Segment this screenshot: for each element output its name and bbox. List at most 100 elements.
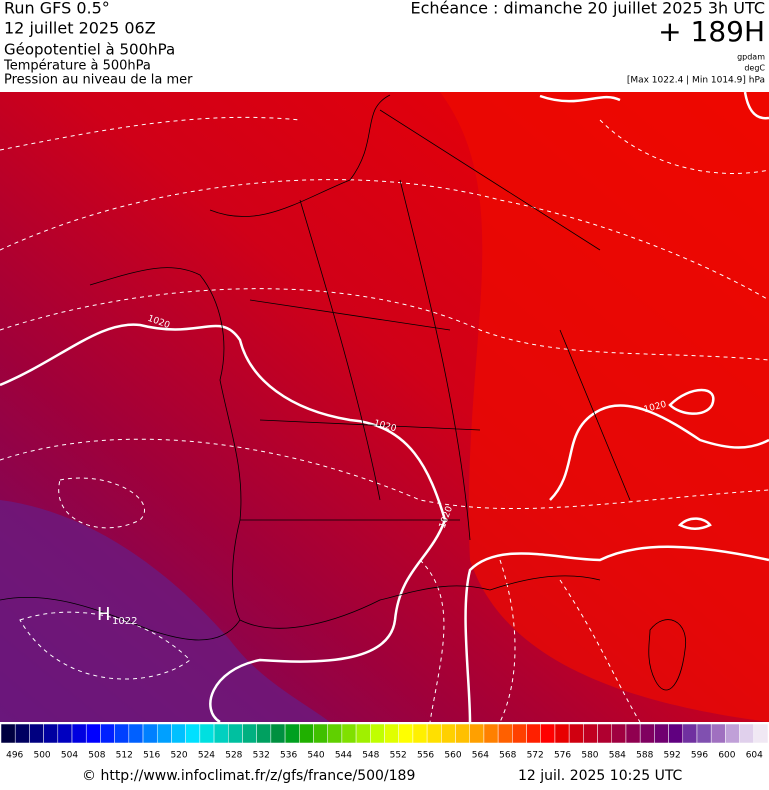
scale-label: 528: [225, 751, 242, 761]
scale-swatch: [639, 723, 655, 744]
scale-label: 516: [143, 751, 160, 761]
scale-swatch: [142, 723, 158, 744]
coastlines: [0, 94, 687, 691]
scale-swatch: [313, 723, 328, 744]
scale-swatch: [455, 723, 470, 744]
source-url: © http://www.infoclimat.fr/z/gfs/france/…: [82, 768, 415, 784]
scale-swatch: [29, 723, 44, 744]
scale-label: 536: [280, 751, 297, 761]
scale-swatch: [540, 723, 556, 744]
scale-label: 600: [718, 751, 735, 761]
isobars: [0, 91, 769, 724]
scale-swatch: [341, 723, 357, 744]
scale-label: 548: [362, 751, 379, 761]
cold-area: [0, 500, 330, 722]
scale-swatch: [299, 723, 314, 744]
scale-label: 572: [527, 751, 544, 761]
echeance: Echéance : dimanche 20 juillet 2025 3h U…: [410, 0, 765, 18]
scale-swatch: [355, 723, 371, 744]
footer: © http://www.infoclimat.fr/z/gfs/france/…: [82, 768, 683, 784]
scale-swatch: [228, 723, 243, 744]
scale-swatch: [497, 723, 513, 744]
scale-label: 580: [581, 751, 598, 761]
scale-swatch: [128, 723, 144, 744]
scale-swatch: [583, 723, 598, 744]
scale-swatch: [725, 723, 740, 744]
color-scale: 496 500 504 508 512 516 520 524 528 532 536 540 544 5…: [0, 723, 769, 761]
scale-label: 552: [390, 751, 407, 761]
scale-swatch: [568, 723, 584, 744]
scale-label: 504: [61, 751, 78, 761]
scale-label: 576: [554, 751, 571, 761]
scale-label: 532: [253, 751, 270, 761]
scale-label: 568: [499, 751, 516, 761]
scale-swatch: [753, 723, 769, 744]
scale-label: 540: [307, 751, 324, 761]
scale-swatch: [710, 723, 726, 744]
scale-label: 564: [472, 751, 489, 761]
scale-label: 500: [33, 751, 50, 761]
field: Géopotentiel à 500hPa: [4, 41, 175, 59]
scale-swatch: [171, 723, 186, 744]
scale-swatch: [426, 723, 442, 744]
scale-swatch: [57, 723, 73, 744]
scale-label: 584: [609, 751, 626, 761]
scale-label: 592: [664, 751, 681, 761]
scale-swatch: [398, 723, 414, 744]
scale-swatch: [682, 723, 698, 744]
lead-time: + 189H: [658, 15, 765, 48]
scale-swatch: [611, 723, 627, 744]
scale-swatch: [597, 723, 613, 744]
scale-label: 604: [746, 751, 763, 761]
scale-swatch: [199, 723, 215, 744]
field: Pression au niveau de la mer: [4, 73, 193, 88]
scale-label: 496: [6, 751, 23, 761]
map: 1020 1020 1020 1020 H 1022: [0, 91, 769, 724]
scale-swatch: [668, 723, 684, 744]
scale-swatch: [384, 723, 399, 744]
header: Run GFS 0.5° 12 juillet 2025 06Z Géopote…: [3, 0, 765, 88]
isotherms: [0, 116, 769, 723]
scale-swatch: [85, 723, 101, 744]
scale-swatch: [696, 723, 712, 744]
scale-swatch: [483, 723, 499, 744]
scale-swatch: [327, 723, 343, 744]
unit: degC: [744, 64, 765, 73]
scale-swatch: [114, 723, 130, 744]
high-value: 1022: [112, 616, 137, 627]
unit: gpdam: [737, 53, 765, 62]
scale-swatch: [242, 723, 257, 744]
scale-swatch: [0, 723, 16, 744]
scale-label: 596: [691, 751, 708, 761]
scale-swatch: [43, 723, 59, 744]
scale-swatch: [284, 723, 300, 744]
scale-swatch: [625, 723, 641, 744]
scale-label: 544: [335, 751, 352, 761]
high-letter: H: [97, 604, 111, 625]
scale-swatch: [526, 723, 541, 744]
scale-swatch: [270, 723, 286, 744]
scale-swatch: [412, 723, 428, 744]
scale-swatch: [654, 723, 669, 744]
scale-label: 508: [88, 751, 105, 761]
scale-swatch: [100, 723, 115, 744]
scale-swatch: [185, 723, 201, 744]
scale-swatch: [213, 723, 229, 744]
run: 12 juillet 2025 06Z: [4, 19, 156, 38]
model: Run GFS 0.5°: [4, 0, 110, 18]
scale-swatch: [14, 723, 30, 744]
scale-label: 512: [116, 751, 133, 761]
scale-swatch: [441, 723, 456, 744]
scale-swatch: [554, 723, 570, 744]
scale-label: 524: [198, 751, 215, 761]
range: [Max 1022.4 | Min 1014.9] hPa: [627, 76, 765, 86]
scale-swatch: [739, 723, 755, 744]
scale-label: 556: [417, 751, 434, 761]
scale-swatch: [156, 723, 172, 744]
scale-label: 560: [444, 751, 461, 761]
field: Température à 500hPa: [3, 59, 151, 74]
scale-swatch: [256, 723, 272, 744]
scale-swatch: [370, 723, 385, 744]
scale-swatch: [469, 723, 485, 744]
